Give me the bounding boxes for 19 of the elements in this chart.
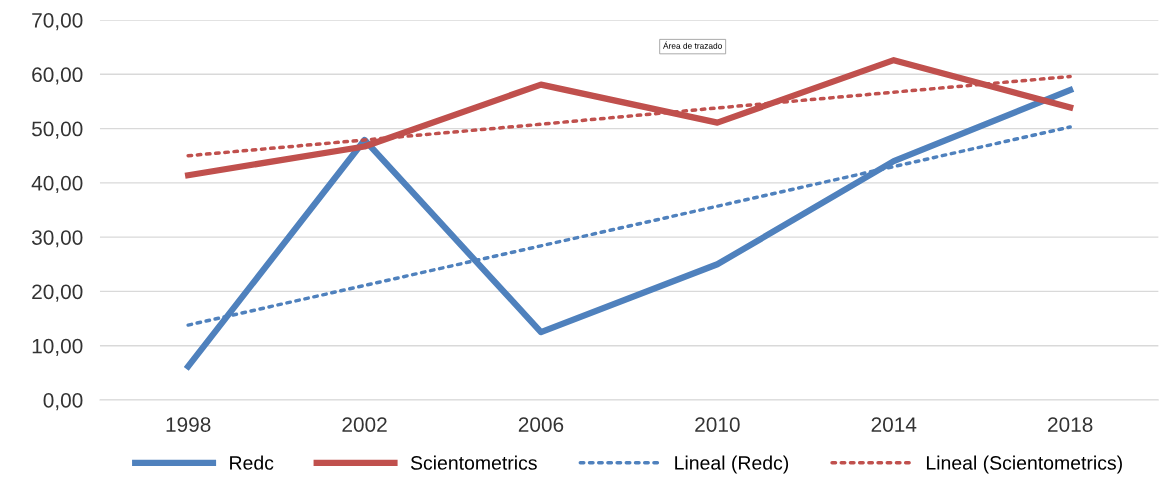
y-tick-label: 20,00 <box>32 284 83 302</box>
x-tick-label: 2018 <box>1048 417 1093 432</box>
x-tick-label: 2014 <box>871 417 917 432</box>
y-tick-label: 30,00 <box>31 230 83 248</box>
y-tick-label: 50,00 <box>32 121 83 139</box>
x-tick-label: 2006 <box>518 417 564 432</box>
legend-label: Lineal (Redc) <box>675 455 789 474</box>
x-tick-label: 2002 <box>342 417 387 432</box>
y-tick-label: 60,00 <box>32 67 83 85</box>
legend-label: Lineal (Scientometrics) <box>926 455 1122 474</box>
y-tick-label: 10,00 <box>32 338 83 356</box>
y-tick-label: 70,00 <box>32 13 83 31</box>
annotation: Área de trazado <box>663 41 722 49</box>
legend-label: Redc <box>230 455 274 470</box>
legend-label: Scientometrics <box>410 455 537 470</box>
y-tick-label: 40,00 <box>31 175 83 194</box>
y-tick-label: 0,00 <box>43 393 83 411</box>
x-tick-label: 1998 <box>166 417 211 432</box>
x-tick-label: 2010 <box>695 417 740 432</box>
